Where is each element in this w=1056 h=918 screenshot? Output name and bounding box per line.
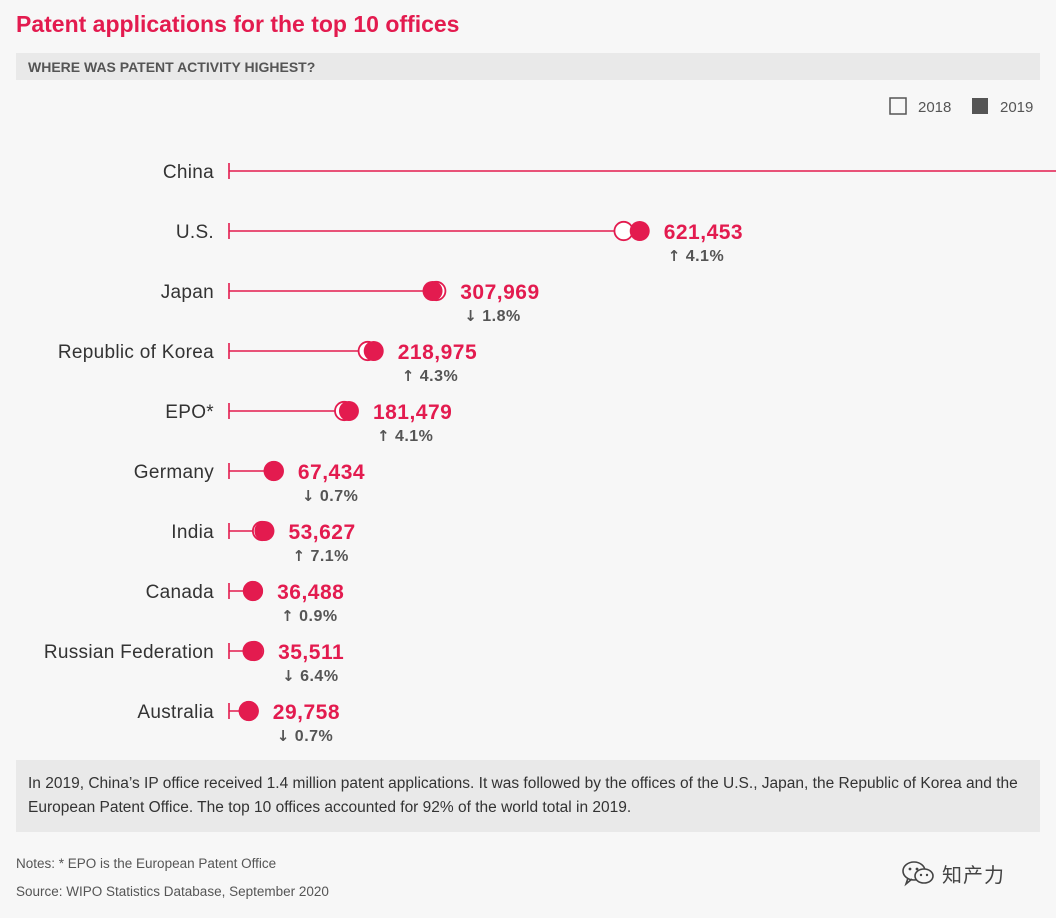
value-label: 36,488 [277,581,344,604]
dot-2019 [422,281,443,301]
arrow-up-icon: ↑ [281,607,294,625]
change-label: 0.7% [295,728,333,745]
dot-2019 [629,221,650,241]
category-label: Japan [161,282,214,303]
arrow-up-icon: ↑ [377,427,390,445]
subtitle-bar: WHERE WAS PATENT ACTIVITY HIGHEST? [16,53,1040,80]
category-label: Russian Federation [44,642,214,663]
change-label: 4.1% [686,248,724,265]
legend-2018-label: 2018 [918,99,951,116]
legend-2019-label: 2019 [1000,99,1033,116]
category-label: U.S. [176,222,214,243]
arrow-up-icon: ↑ [292,547,305,565]
category-label: Australia [137,702,214,723]
arrow-down-icon: ↓ [464,307,477,325]
dot-2019 [242,641,263,661]
description-box: In 2019, China’s IP office received 1.4 … [16,760,1040,832]
category-label: EPO* [165,402,214,423]
category-label: India [171,522,214,543]
arrow-down-icon: ↓ [277,727,290,745]
change-label: 7.1% [310,548,348,565]
dot-chart: 20182019China1,400,661↓9.2%U.S.621,453↑4… [44,97,1056,745]
change-label: 0.7% [320,488,358,505]
value-label: 307,969 [460,281,539,304]
change-label: 0.9% [299,608,337,625]
dot-2019 [363,341,384,361]
source-text: Source: WIPO Statistics Database, Septem… [16,884,329,899]
arrow-up-icon: ↑ [402,367,415,385]
description-text: In 2019, China’s IP office received 1.4 … [28,775,1018,816]
value-label: 53,627 [288,521,355,544]
notes-text: Notes: * EPO is the European Patent Offi… [16,856,277,871]
value-label: 35,511 [278,641,344,664]
arrow-down-icon: ↓ [302,487,315,505]
dot-2019 [238,701,259,721]
legend-2018-swatch [889,97,907,115]
change-label: 4.3% [420,368,458,385]
dot-2019 [338,401,359,421]
wechat-icon [902,861,934,887]
value-label: 67,434 [298,461,365,484]
change-label: 6.4% [300,668,338,685]
value-label: 29,758 [273,701,340,724]
dot-2019 [243,581,264,601]
legend-2019-swatch [972,98,988,114]
watermark-text: 知产力 [942,864,1005,887]
watermark: 知产力 [900,858,1005,888]
category-label: Republic of Korea [58,342,214,363]
value-label: 218,975 [398,341,477,364]
category-label: Canada [146,582,214,603]
change-label: 1.8% [482,308,520,325]
dot-2019 [254,521,275,541]
chart-subtitle: WHERE WAS PATENT ACTIVITY HIGHEST? [28,59,316,75]
change-label: 4.1% [395,428,433,445]
page-title: Patent applications for the top 10 offic… [16,11,460,37]
arrow-up-icon: ↑ [668,247,681,265]
dot-2019 [263,461,284,481]
value-label: 181,479 [373,401,452,424]
category-label: China [163,162,214,183]
category-label: Germany [134,462,214,483]
value-label: 621,453 [664,221,743,244]
arrow-down-icon: ↓ [282,667,295,685]
